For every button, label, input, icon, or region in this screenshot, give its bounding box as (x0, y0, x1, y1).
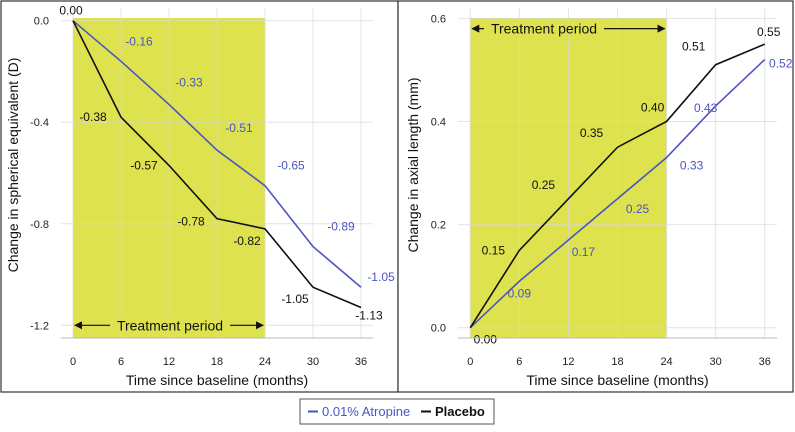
x-tick-label: 6 (516, 356, 522, 368)
x-tick-label: 30 (307, 356, 319, 368)
x-tick-label: 18 (211, 356, 223, 368)
data-label: -1.13 (355, 309, 383, 323)
legend-placebo-label: Placebo (435, 404, 485, 419)
series-line-atropine (72, 20, 362, 288)
data-label: 0.25 (532, 178, 556, 192)
series-line-atropine (469, 58, 766, 329)
x-tick-label: 12 (163, 356, 175, 368)
treatment-period-label: Treatment period (117, 317, 223, 333)
y-tick-label: 0.2 (431, 220, 446, 232)
data-label: -0.78 (177, 215, 205, 229)
x-tick-label: 18 (611, 356, 623, 368)
data-label: -1.05 (281, 292, 309, 306)
data-label: -0.38 (79, 110, 107, 124)
data-label: 0.40 (641, 100, 665, 114)
treatment-period-label: Treatment period (491, 21, 597, 37)
data-label: 0.00 (59, 4, 83, 18)
data-label: 0.15 (482, 243, 506, 257)
spherical-equivalent-chart: 0 6 12 18 24 30 36 0.0 -0.4 -0.8 -1.2 Time since ba… (5, 4, 395, 388)
series-line-placebo (72, 20, 362, 309)
data-label: -1.05 (367, 270, 395, 284)
y-axis-title: Change in spherical equivalent (D) (5, 58, 21, 273)
x-tick-label: 0 (70, 356, 76, 368)
data-label: -0.16 (125, 34, 153, 48)
data-label: -0.82 (233, 234, 261, 248)
y-tick-label: -0.8 (30, 219, 49, 231)
data-label: -0.57 (130, 158, 158, 172)
x-tick-label: 36 (759, 356, 771, 368)
axial-length-chart: 0 6 12 18 24 30 36 0.0 0.2 0.4 0.6 Time since basel… (405, 8, 793, 388)
data-label: 0.35 (580, 126, 604, 140)
x-tick-label: 24 (259, 356, 271, 368)
data-label: 0.43 (694, 101, 718, 115)
data-label: -0.65 (277, 159, 305, 173)
y-tick-label: 0.4 (431, 116, 446, 128)
x-tick-label: 6 (118, 356, 124, 368)
series-line-placebo (469, 43, 766, 329)
legend: 0.01% Atropine Placebo (299, 398, 495, 425)
y-tick-label: 0.0 (431, 323, 446, 335)
data-label: 0.25 (626, 202, 650, 216)
x-axis-title: Time since baseline (months) (126, 372, 308, 388)
data-label: 0.17 (572, 245, 596, 259)
data-label: 0.55 (757, 25, 781, 39)
x-tick-label: 12 (562, 356, 574, 368)
data-label: 0.52 (769, 57, 793, 71)
x-tick-label: 24 (660, 356, 672, 368)
data-label: 0.51 (682, 40, 706, 54)
x-tick-label: 0 (467, 356, 473, 368)
y-axis-title: Change in axial length (mm) (405, 77, 421, 252)
treatment-period-label-bg (110, 316, 230, 335)
legend-atropine-label: 0.01% Atropine (322, 404, 410, 419)
y-tick-label: -1.2 (30, 320, 49, 332)
data-label: 0.33 (680, 159, 704, 173)
x-tick-label: 30 (710, 356, 722, 368)
x-axis-title: Time since baseline (months) (526, 372, 708, 388)
data-label: -0.33 (175, 75, 203, 89)
x-tick-label: 36 (355, 356, 367, 368)
legend-box (299, 398, 495, 425)
y-tick-label: -0.4 (30, 117, 49, 129)
data-label: 0.00 (474, 333, 498, 347)
treatment-period-label-bg (484, 19, 604, 38)
data-label: -0.89 (327, 220, 355, 234)
data-label: 0.09 (508, 286, 532, 300)
data-label: -0.51 (225, 121, 253, 135)
y-tick-label: 0.0 (34, 16, 49, 28)
y-tick-label: 0.6 (431, 13, 446, 25)
